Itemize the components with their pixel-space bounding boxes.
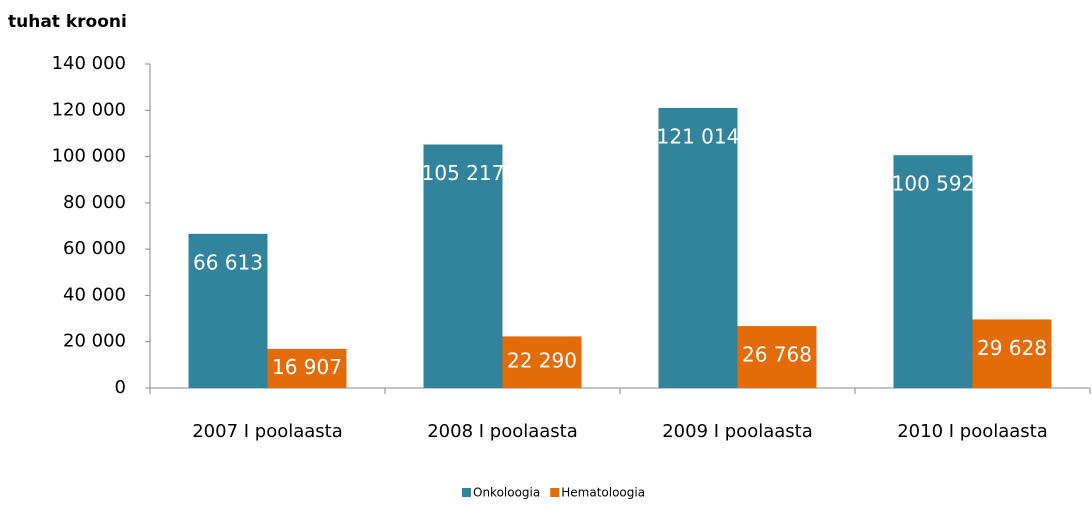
data-label: 26 768 <box>742 343 812 367</box>
y-tick-label: 140 000 <box>52 53 126 74</box>
data-label: 66 613 <box>193 250 263 274</box>
legend-label: Hematoloogia <box>561 486 645 500</box>
y-tick-label: 100 000 <box>52 146 126 167</box>
legend-swatch <box>550 488 560 497</box>
data-label: 100 592 <box>892 172 975 196</box>
legend-label: Onkoloogia <box>473 486 540 500</box>
data-label: 22 290 <box>507 349 577 373</box>
data-label: 121 014 <box>657 124 740 148</box>
y-tick-label: 60 000 <box>63 238 126 259</box>
legend-swatch <box>462 488 471 497</box>
y-tick-label: 80 000 <box>63 192 126 213</box>
x-tick-label: 2010 I poolaasta <box>897 421 1048 442</box>
bar <box>972 319 1052 388</box>
x-tick-label: 2008 I poolaasta <box>427 421 578 442</box>
bar <box>658 107 738 388</box>
bar <box>893 155 973 388</box>
y-tick-label: 0 <box>115 377 126 398</box>
data-label: 105 217 <box>422 161 505 185</box>
bar <box>423 144 503 388</box>
y-tick-label: 20 000 <box>63 331 126 352</box>
data-label: 29 628 <box>977 336 1047 360</box>
bar <box>737 326 817 388</box>
chart-title: tuhat krooni <box>8 12 127 32</box>
x-tick-label: 2009 I poolaasta <box>662 421 813 442</box>
y-tick-label: 40 000 <box>63 284 126 305</box>
x-tick-label: 2007 I poolaasta <box>192 421 343 442</box>
bar <box>502 336 582 388</box>
data-label: 16 907 <box>272 355 342 379</box>
bar <box>267 348 347 388</box>
bar <box>188 233 268 388</box>
y-tick-label: 120 000 <box>52 99 126 120</box>
